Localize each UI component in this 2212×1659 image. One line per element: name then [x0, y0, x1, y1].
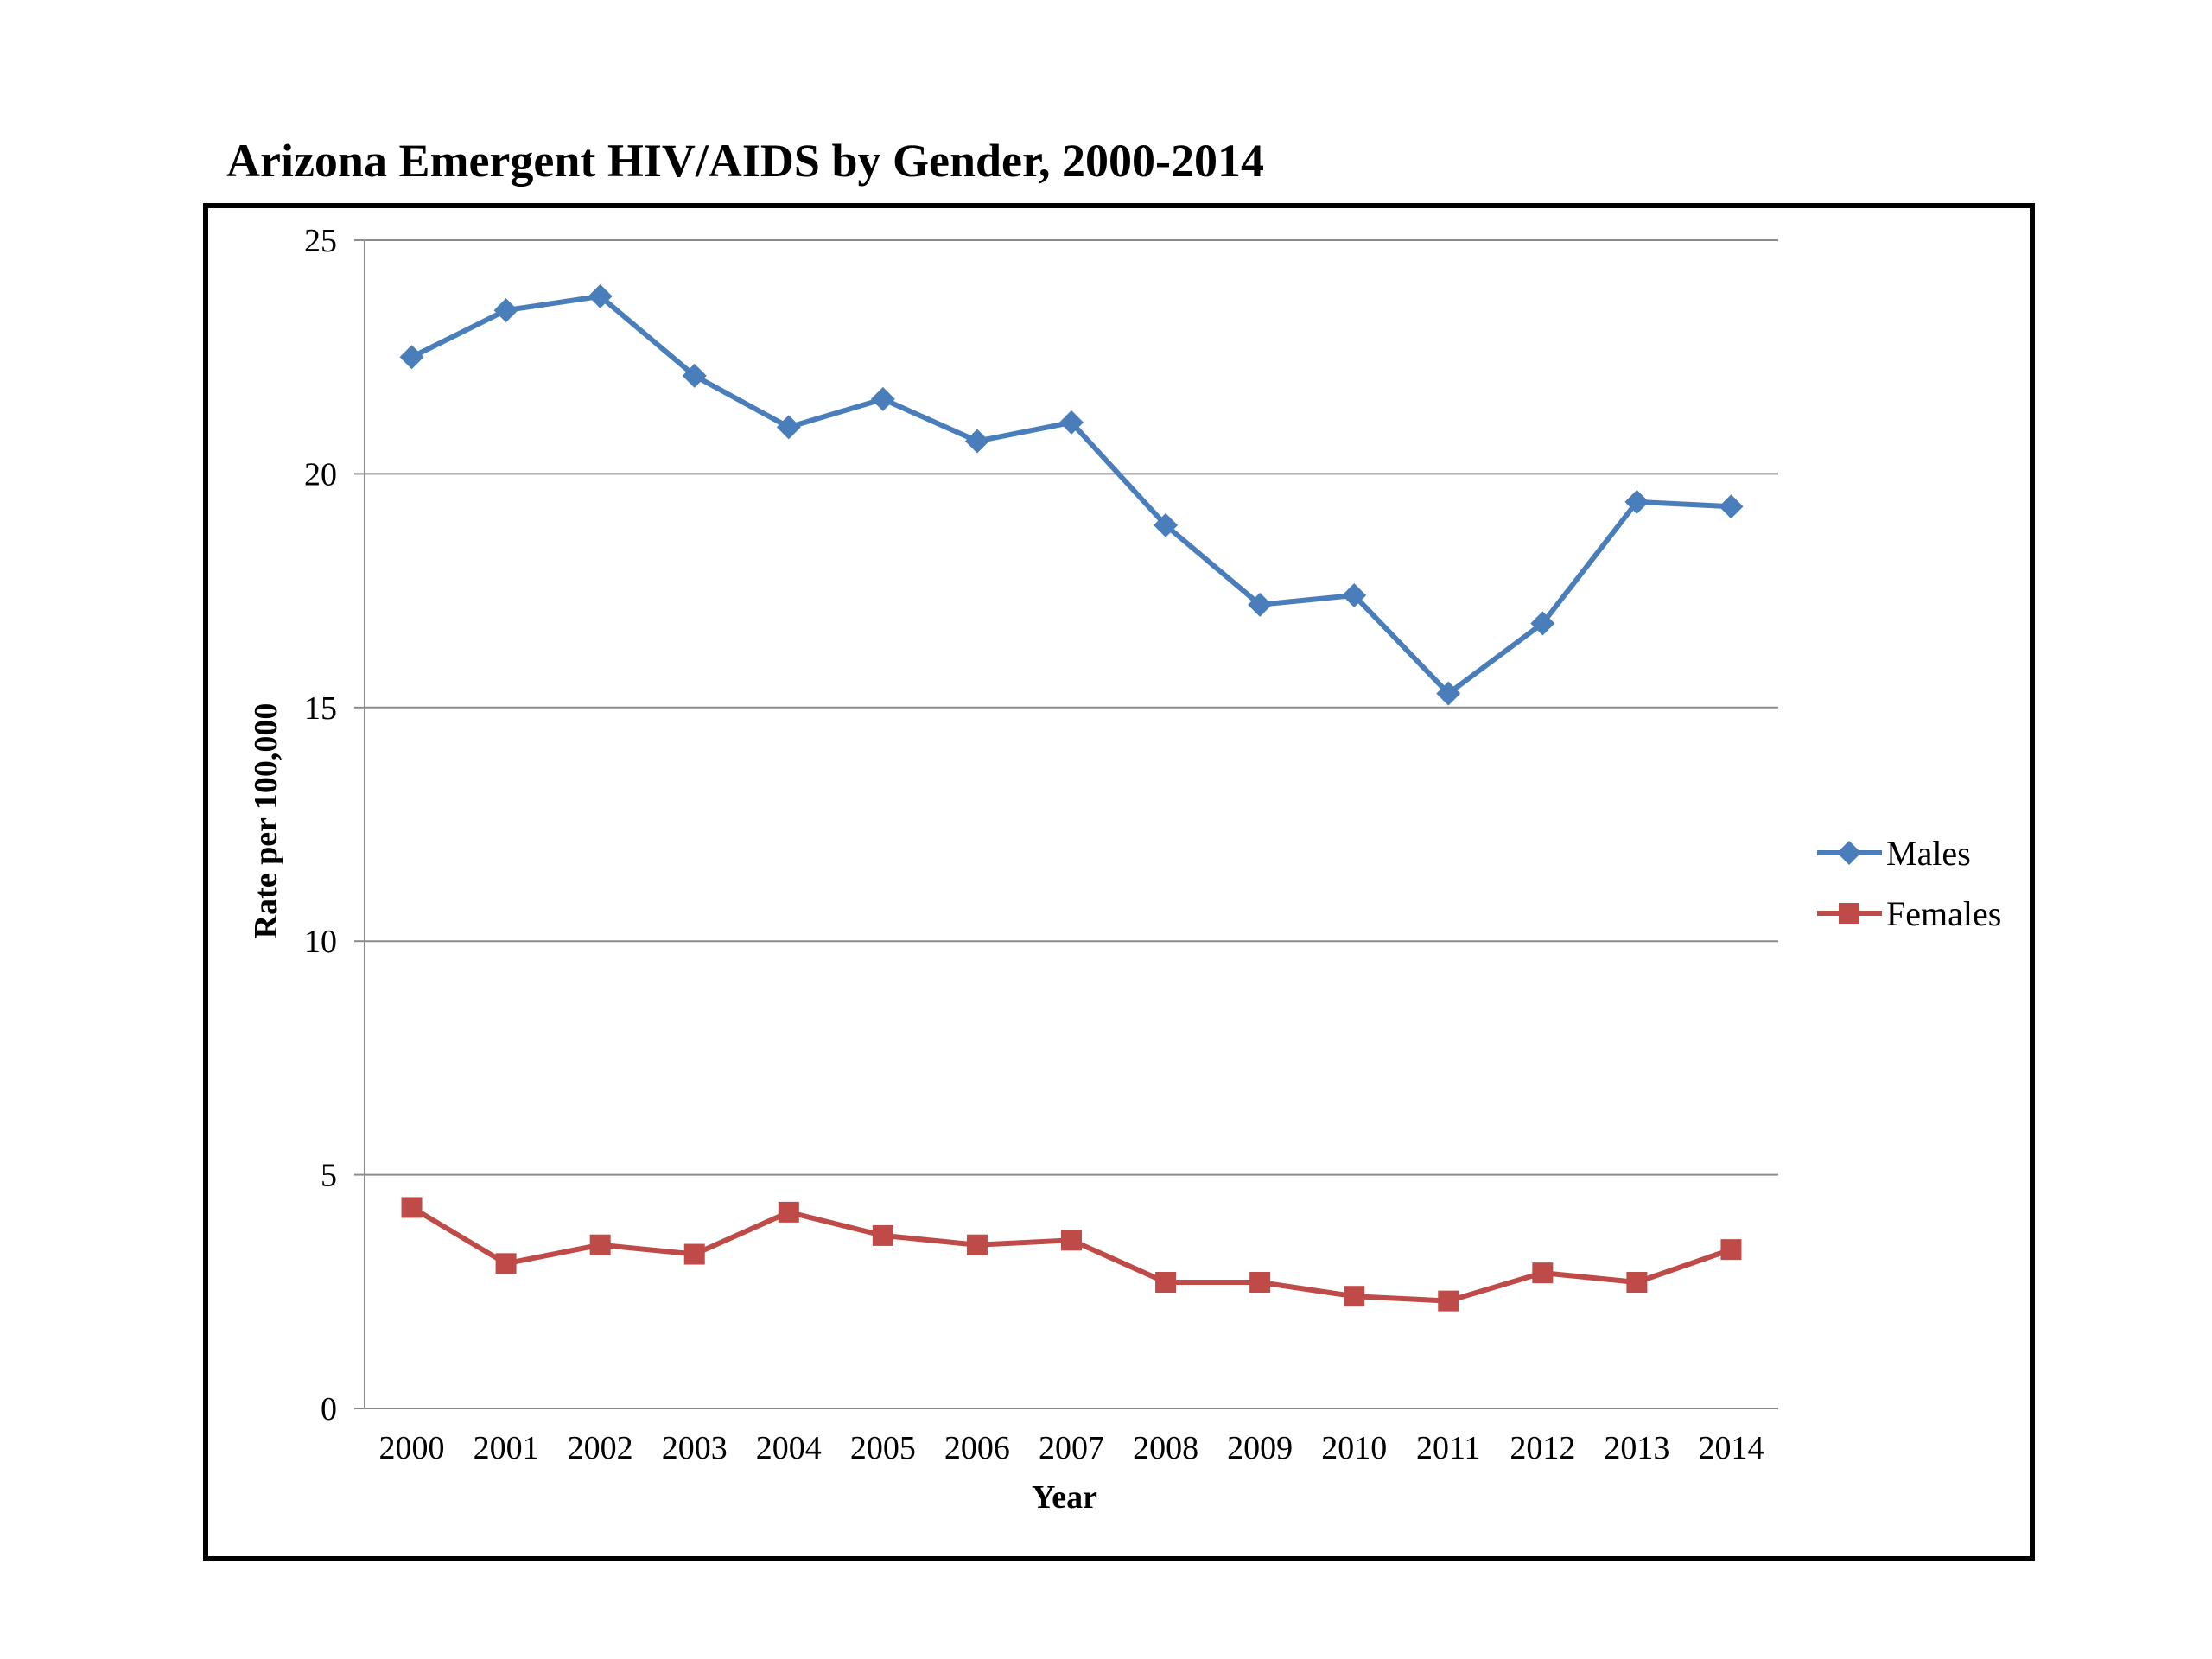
y-axis-title: Rate per 100,000 — [248, 703, 284, 939]
x-tick-label: 2014 — [1698, 1430, 1764, 1466]
x-tick-label: 2011 — [1416, 1430, 1481, 1466]
data-point-females — [1438, 1290, 1459, 1312]
data-point-females — [1249, 1271, 1271, 1293]
data-point-males — [1248, 592, 1273, 617]
axes — [354, 239, 1778, 1409]
data-point-females — [1061, 1230, 1082, 1251]
data-point-males — [1719, 494, 1744, 519]
data-point-males — [493, 298, 518, 323]
data-point-males — [1624, 489, 1649, 514]
x-tick-labels: 2000 2001 2002 2003 2004 2005 2006 2007 2008 2009… — [379, 1430, 1764, 1466]
x-tick-label: 2009 — [1227, 1430, 1293, 1466]
legend-item-males: Males — [1817, 834, 1971, 873]
y-tick-label: 25 — [304, 223, 337, 259]
data-point-females — [683, 1243, 705, 1265]
x-tick-label: 2008 — [1133, 1430, 1198, 1466]
data-point-females — [1155, 1271, 1177, 1293]
data-point-males — [1059, 410, 1084, 435]
data-point-females — [1344, 1286, 1365, 1307]
legend: Males Females — [1817, 834, 2001, 933]
series — [399, 283, 1744, 1312]
x-tick-label: 2000 — [379, 1430, 445, 1466]
y-tick-label: 15 — [304, 690, 337, 727]
x-tick-label: 2004 — [756, 1430, 822, 1466]
y-tick-label: 5 — [321, 1158, 337, 1194]
legend-item-females: Females — [1817, 894, 2001, 933]
data-point-females — [401, 1197, 423, 1218]
data-point-females — [589, 1234, 611, 1255]
data-point-males — [399, 345, 424, 370]
legend-marker — [1839, 903, 1859, 924]
chart-frame — [203, 203, 2035, 1561]
legend-label: Females — [1886, 894, 2001, 933]
x-tick-label: 2006 — [944, 1430, 1010, 1466]
x-tick-label: 2005 — [850, 1430, 916, 1466]
y-tick-label: 0 — [321, 1391, 337, 1427]
x-tick-label: 2001 — [474, 1430, 539, 1466]
legend-label: Males — [1886, 834, 1971, 873]
data-point-males — [682, 363, 707, 388]
data-point-males — [1342, 583, 1367, 608]
data-point-males — [964, 429, 989, 454]
y-tick-label: 20 — [304, 456, 337, 493]
data-point-females — [872, 1224, 893, 1246]
data-point-males — [1154, 512, 1179, 537]
data-point-males — [1436, 681, 1461, 706]
data-point-males — [588, 283, 613, 308]
x-tick-label: 2003 — [662, 1430, 728, 1466]
data-point-males — [870, 386, 895, 411]
x-tick-label: 2012 — [1510, 1430, 1575, 1466]
chart-title: Arizona Emergent HIV/AIDS by Gender, 200… — [226, 135, 1264, 187]
data-point-females — [495, 1253, 517, 1274]
x-tick-label: 2007 — [1039, 1430, 1104, 1466]
data-point-females — [778, 1201, 799, 1223]
y-tick-labels: 0 5 10 15 20 25 — [304, 223, 337, 1427]
legend-marker — [1837, 841, 1861, 865]
data-point-females — [966, 1234, 988, 1255]
series-males — [399, 283, 1744, 706]
data-point-males — [776, 415, 801, 440]
x-tick-label: 2010 — [1321, 1430, 1387, 1466]
gridlines — [365, 239, 1778, 1176]
series-line-males — [410, 293, 1732, 696]
data-point-females — [1720, 1239, 1742, 1261]
y-tick-label: 10 — [304, 924, 337, 960]
x-tick-label: 2002 — [568, 1430, 633, 1466]
data-point-males — [1530, 611, 1555, 636]
x-axis-title: Year — [1032, 1479, 1097, 1516]
data-point-females — [1532, 1262, 1554, 1284]
series-females — [401, 1197, 1742, 1312]
data-point-females — [1626, 1271, 1648, 1293]
x-tick-label: 2013 — [1604, 1430, 1669, 1466]
